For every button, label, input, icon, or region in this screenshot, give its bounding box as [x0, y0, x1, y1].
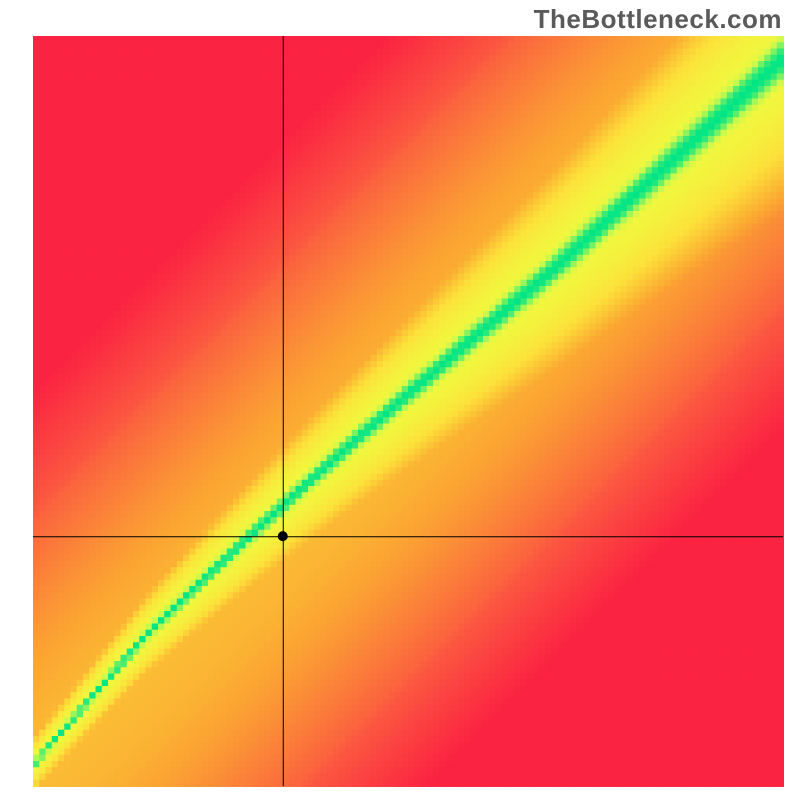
watermark: TheBottleneck.com [534, 4, 782, 35]
heatmap-plot [0, 0, 800, 800]
